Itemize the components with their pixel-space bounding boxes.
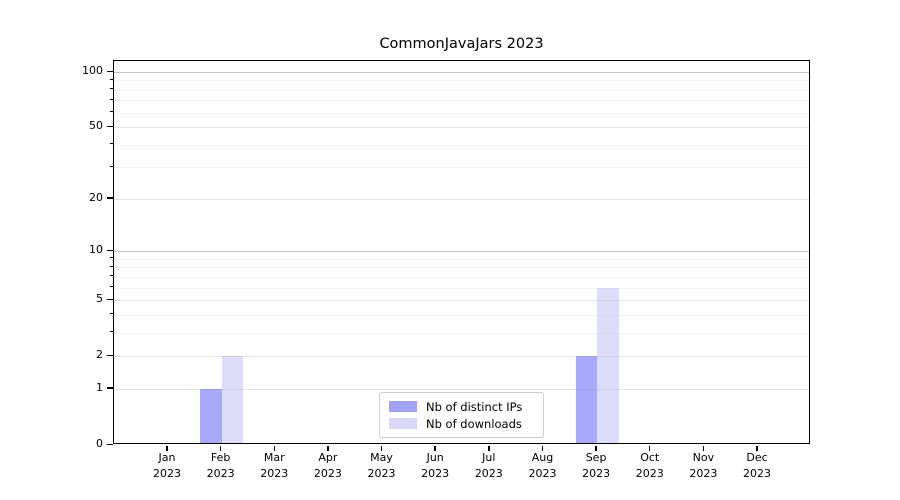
x-tick-mark — [434, 445, 436, 451]
x-tick-label: May 2023 — [367, 451, 396, 480]
y-minor-tick-mark — [109, 331, 113, 333]
x-tick-label: Dec 2023 — [743, 451, 771, 480]
bar-distinct-ips-feb — [200, 388, 222, 443]
y-tick-mark — [107, 354, 113, 357]
x-tick-label: Apr 2023 — [313, 451, 342, 480]
y-tick-label: 20 — [89, 190, 103, 204]
y-minor-tick-mark — [109, 165, 113, 167]
y-tick-label: 50 — [89, 119, 103, 133]
x-tick-mark — [380, 445, 383, 451]
bar-downloads-feb — [221, 356, 244, 443]
x-tick-mark — [649, 445, 651, 451]
x-tick-label: Oct 2023 — [635, 451, 664, 480]
legend-label-downloads: Nb of downloads — [426, 416, 522, 431]
y-minor-tick-mark — [109, 111, 113, 113]
y-minor-tick-mark — [109, 265, 113, 267]
x-tick-mark — [488, 445, 490, 451]
y-tick-mark — [107, 125, 113, 128]
y-tick-label: 1 — [96, 380, 103, 394]
y-tick-mark — [107, 387, 113, 389]
gridline-minor — [114, 314, 809, 316]
y-tick-mark — [107, 443, 113, 445]
gridline-major — [114, 356, 809, 358]
gridline-major — [114, 300, 809, 302]
y-minor-tick-mark — [109, 88, 113, 90]
x-tick-label: Nov 2023 — [689, 451, 718, 480]
gridline-major — [114, 388, 809, 390]
y-tick-label: 5 — [96, 292, 103, 306]
y-minor-tick-mark — [109, 257, 113, 259]
y-minor-tick-mark — [109, 275, 113, 277]
y-tick-label: 10 — [89, 243, 103, 257]
x-tick-label: Aug 2023 — [528, 451, 557, 480]
x-tick-label: Sep 2023 — [582, 451, 611, 480]
gridline-minor — [114, 100, 809, 102]
chart-title: CommonJavaJars 2023 — [379, 36, 544, 52]
y-minor-tick-mark — [109, 98, 113, 100]
gridline-decade — [114, 72, 809, 73]
y-tick-label: 0 — [96, 437, 103, 450]
gridline-minor — [114, 258, 809, 260]
y-minor-tick-mark — [109, 143, 113, 145]
x-tick-label: Feb 2023 — [206, 451, 235, 480]
y-minor-tick-mark — [109, 78, 113, 80]
x-tick-mark — [219, 445, 222, 451]
y-tick-mark — [107, 249, 113, 252]
x-tick-label: Jan 2023 — [153, 451, 181, 480]
gridline-minor — [114, 267, 809, 269]
gridline-minor — [114, 112, 809, 114]
gridline-major — [114, 127, 809, 129]
y-tick-mark — [107, 70, 113, 72]
gridline-minor — [114, 276, 809, 278]
legend-row-distinct-ips: Nb of distinct IPs — [389, 400, 535, 414]
legend-swatch-distinct-ips — [389, 401, 417, 412]
x-tick-mark — [166, 445, 168, 451]
x-tick-mark — [327, 445, 329, 451]
x-tick-mark — [595, 445, 597, 451]
gridline-minor — [114, 287, 809, 289]
x-tick-mark — [273, 445, 275, 451]
x-tick-label: Mar 2023 — [260, 451, 289, 480]
y-minor-tick-mark — [109, 313, 113, 315]
x-tick-label: Jun 2023 — [421, 451, 450, 480]
x-tick-label: Jul 2023 — [474, 451, 503, 480]
x-tick-mark — [702, 445, 705, 451]
x-tick-mark — [541, 445, 544, 451]
gridline-minor — [114, 144, 809, 146]
legend: Nb of distinct IPs Nb of downloads — [379, 392, 544, 438]
y-tick-mark — [107, 298, 113, 301]
gridline-decade — [114, 251, 809, 253]
gridline-minor — [114, 332, 809, 334]
gridline-major — [114, 198, 809, 200]
legend-swatch-downloads — [389, 418, 417, 429]
x-tick-mark — [756, 445, 758, 451]
plot-area — [113, 60, 810, 444]
gridline-minor — [114, 89, 809, 91]
y-tick-label: 100 — [82, 64, 103, 77]
bar-distinct-ips-sep — [575, 356, 598, 443]
y-minor-tick-mark — [109, 286, 113, 288]
legend-row-downloads: Nb of downloads — [389, 417, 535, 431]
gridline-minor — [114, 80, 809, 82]
y-tick-label: 2 — [96, 348, 103, 362]
bar-downloads-sep — [597, 287, 619, 443]
gridline-minor — [114, 167, 809, 169]
legend-label-distinct-ips: Nb of distinct IPs — [426, 399, 523, 414]
y-tick-mark — [107, 197, 113, 199]
